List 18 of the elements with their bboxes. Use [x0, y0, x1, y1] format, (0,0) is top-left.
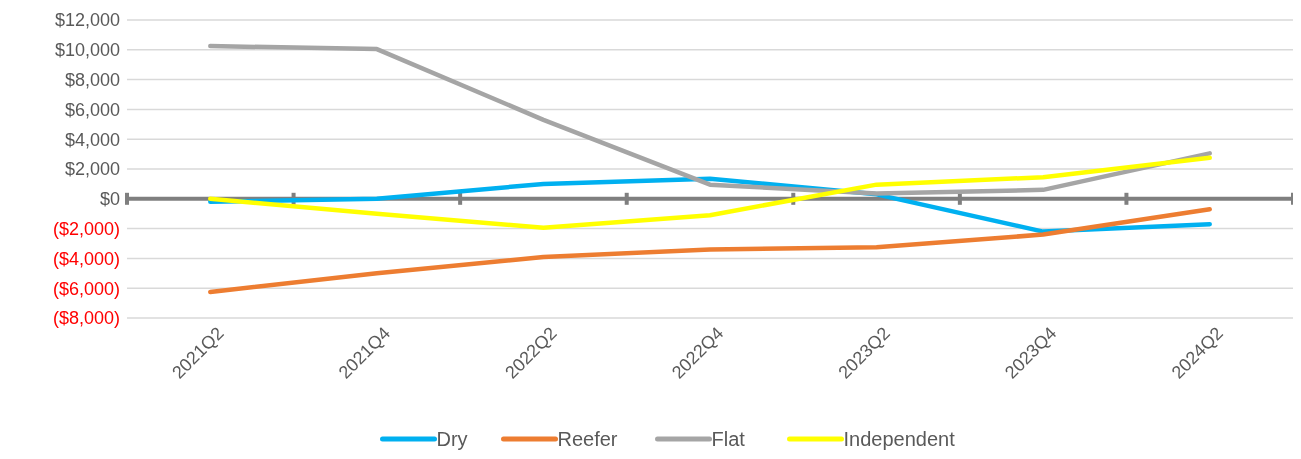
y-tick-label: $4,000 [64, 129, 120, 150]
y-tick-label: $8,000 [64, 69, 120, 90]
y-tick-label: ($4,000) [52, 248, 120, 269]
line-series [208, 43, 1212, 196]
y-tick-label: ($2,000) [52, 218, 120, 239]
y-tick-label: $0 [99, 189, 120, 210]
y-tick-label: $12,000 [54, 10, 120, 31]
y-tick-label: ($8,000) [52, 308, 120, 329]
y-tick-label: $6,000 [64, 99, 120, 120]
legend-label: Flat [711, 428, 746, 450]
y-tick-label: $10,000 [54, 40, 120, 61]
y-tick-label: $2,000 [64, 159, 120, 180]
legend-label: Independent [843, 428, 956, 450]
line-series [208, 155, 1212, 231]
line-series [208, 206, 1212, 295]
y-tick-label: ($6,000) [52, 278, 120, 299]
legend-label: Reefer [557, 428, 618, 450]
legend-label: Dry [436, 428, 468, 450]
